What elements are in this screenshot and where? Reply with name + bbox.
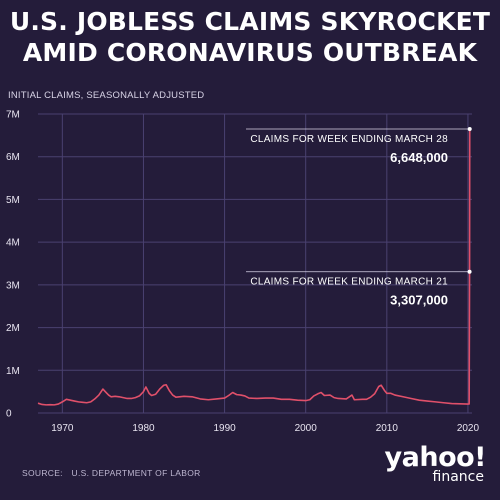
x-tick-label: 1980	[132, 423, 155, 434]
x-tick-label: 1990	[213, 423, 236, 434]
y-tick-label: 1M	[6, 366, 20, 377]
logo-sub: finance	[432, 469, 484, 485]
y-tick-label: 4M	[6, 238, 20, 249]
annotation-value: 3,307,000	[390, 293, 448, 308]
annotation-point	[467, 269, 472, 274]
y-tick-label: 5M	[6, 195, 20, 206]
x-tick-label: 2010	[376, 423, 399, 434]
chart-subtitle: INITIAL CLAIMS, SEASONALLY ADJUSTED	[8, 90, 205, 101]
x-tick-label: 2020	[457, 423, 480, 434]
source-note: SOURCE: U.S. DEPARTMENT OF LABOR	[22, 468, 201, 478]
y-tick-label: 7M	[6, 110, 20, 121]
chart-title: U.S. JOBLESS CLAIMS SKYROCKET AMID CORON…	[0, 6, 500, 68]
x-tick-label: 2000	[295, 423, 318, 434]
source-text: U.S. DEPARTMENT OF LABOR	[71, 468, 201, 478]
logo-brand: yahoo!	[384, 442, 487, 473]
x-tick-label: 1970	[51, 423, 74, 434]
y-tick-label: 0	[6, 409, 12, 420]
series-line	[37, 129, 471, 406]
y-tick-label: 6M	[6, 152, 20, 163]
title-line-2: AMID CORONAVIRUS OUTBREAK	[22, 38, 478, 67]
yahoo-finance-logo: yahoo! finance	[384, 442, 487, 485]
y-tick-label: 2M	[6, 323, 20, 334]
y-tick-label: 3M	[6, 280, 20, 291]
annotation-label: CLAIMS FOR WEEK ENDING MARCH 21	[250, 277, 448, 288]
title-line-1: U.S. JOBLESS CLAIMS SKYROCKET	[9, 7, 491, 36]
annotation-value: 6,648,000	[390, 150, 448, 165]
source-label: SOURCE:	[22, 468, 63, 478]
annotation-point	[467, 127, 472, 132]
annotation-label: CLAIMS FOR WEEK ENDING MARCH 28	[250, 134, 448, 145]
